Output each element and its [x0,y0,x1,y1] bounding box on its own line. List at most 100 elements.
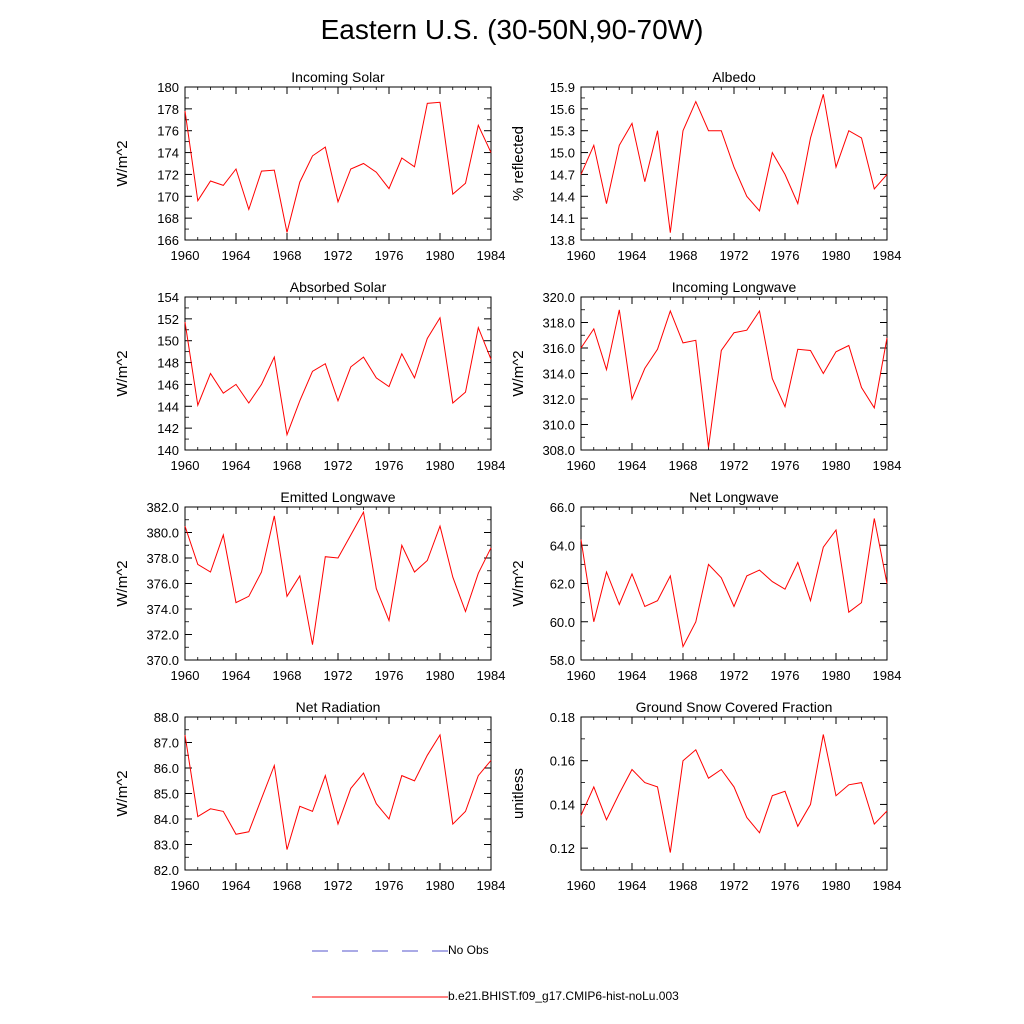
y-axis-label: unitless [510,768,527,819]
legend-model-swatch [312,996,448,998]
y-tick-label: 176 [157,124,179,139]
x-tick-label: 1972 [324,458,353,473]
x-tick-label: 1980 [426,878,455,893]
plot-frame [184,86,492,241]
y-tick-label: 308.0 [542,443,575,458]
series-line [184,101,492,233]
x-tick-label: 1980 [822,458,851,473]
y-tick-label: 380.0 [146,526,179,541]
x-tick-label: 1980 [426,458,455,473]
y-axis-label: % reflected [510,126,527,201]
panel-absorbed-solar: 1960 1964 1968 1972 1976 1980 1984 140 142 144 146… [114,279,505,473]
x-tick-label: 1964 [618,248,647,263]
y-axis-label: W/m^2 [114,770,131,816]
x-tick-label: 1984 [477,458,506,473]
y-tick-label: 148 [157,356,179,371]
y-tick-label: 316.0 [542,341,575,356]
x-tick-label: 1972 [324,878,353,893]
x-tick-label: 1964 [222,878,251,893]
x-tick-label: 1972 [720,668,749,683]
x-tick-label: 1976 [375,878,404,893]
legend-model-label: b.e21.BHIST.f09_g17.CMIP6-hist-noLu.003 [448,989,679,1003]
y-tick-label: 374.0 [146,602,179,617]
panel-albedo: 1960 1964 1968 1972 1976 1980 1984 13.8 14.1 14.4… [510,69,901,263]
series-line [580,94,888,233]
y-tick-label: 166 [157,233,179,248]
y-tick-label: 370.0 [146,653,179,668]
panel-incoming-solar: 1960 1964 1968 1972 1976 1980 1984 166 168 170 172… [114,69,505,263]
y-tick-label: 144 [157,399,179,414]
x-tick-label: 1960 [171,668,200,683]
y-tick-label: 14.1 [550,211,575,226]
panel-title: Incoming Longwave [672,279,797,295]
series-line [580,518,888,649]
panel-title: Net Longwave [689,489,779,505]
legend-obs-label: No Obs [448,943,489,957]
y-tick-label: 154 [157,290,179,305]
legend-obs: No Obs [312,943,489,958]
x-tick-label: 1972 [324,668,353,683]
x-tick-label: 1980 [822,878,851,893]
y-tick-label: 87.0 [154,736,179,751]
x-tick-label: 1968 [669,248,698,263]
y-tick-label: 140 [157,443,179,458]
y-tick-label: 82.0 [154,863,179,878]
y-tick-label: 310.0 [542,418,575,433]
y-tick-label: 15.6 [550,102,575,117]
y-tick-label: 88.0 [154,710,179,725]
x-tick-label: 1984 [477,668,506,683]
x-tick-label: 1980 [426,248,455,263]
y-axis-label: W/m^2 [114,560,131,606]
x-tick-label: 1968 [273,248,302,263]
legend-obs-swatch [312,950,448,952]
x-tick-label: 1984 [477,248,506,263]
plot-frame [184,296,492,451]
series-line [184,510,492,645]
x-tick-label: 1972 [720,878,749,893]
y-tick-label: 382.0 [146,500,179,515]
x-tick-label: 1976 [375,668,404,683]
y-tick-label: 178 [157,102,179,117]
y-tick-label: 146 [157,377,179,392]
x-tick-label: 1972 [720,458,749,473]
y-tick-label: 170 [157,189,179,204]
x-tick-label: 1976 [375,458,404,473]
plot-frame [184,506,492,661]
x-tick-label: 1976 [771,248,800,263]
x-tick-label: 1968 [669,458,698,473]
y-tick-label: 142 [157,421,179,436]
panel-net-longwave: 1960 1964 1968 1972 1976 1980 1984 58.0 60.0 62.0… [510,489,901,683]
x-tick-label: 1980 [426,668,455,683]
y-tick-label: 376.0 [146,577,179,592]
plot-frame [580,716,888,871]
y-tick-label: 64.0 [550,538,575,553]
y-tick-label: 15.3 [550,124,575,139]
y-tick-label: 14.4 [550,189,575,204]
y-tick-label: 312.0 [542,392,575,407]
y-tick-label: 152 [157,312,179,327]
x-tick-label: 1964 [618,458,647,473]
x-tick-label: 1984 [873,248,902,263]
x-tick-label: 1972 [720,248,749,263]
panel-incoming-longwave: 1960 1964 1968 1972 1976 1980 1984 308.0 310.0 31… [510,279,901,473]
x-tick-label: 1968 [669,878,698,893]
series-line [580,309,888,448]
series-line [580,734,888,853]
plot-frame [580,86,888,241]
x-tick-label: 1976 [771,668,800,683]
x-tick-label: 1960 [567,668,596,683]
y-tick-label: 66.0 [550,500,575,515]
y-tick-label: 180 [157,80,179,95]
y-tick-label: 174 [157,146,179,161]
y-tick-label: 84.0 [154,812,179,827]
y-tick-label: 318.0 [542,316,575,331]
panel-title: Incoming Solar [291,69,385,85]
x-tick-label: 1964 [618,878,647,893]
y-tick-label: 83.0 [154,838,179,853]
y-tick-label: 62.0 [550,577,575,592]
y-tick-label: 85.0 [154,787,179,802]
y-tick-label: 14.7 [550,167,575,182]
x-tick-label: 1984 [873,458,902,473]
panel-net-radiation: 1960 1964 1968 1972 1976 1980 1984 82.0 83.0 84.0… [114,699,505,893]
y-axis-label: W/m^2 [510,350,527,396]
